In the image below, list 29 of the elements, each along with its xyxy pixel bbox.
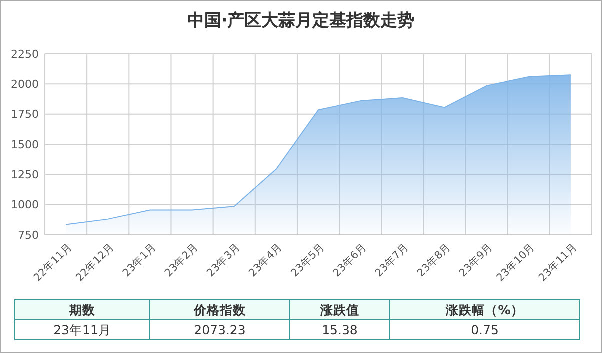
y-tick-label: 750 (18, 228, 39, 242)
x-tick-label: 23年1月 (120, 241, 159, 280)
chart-title: 中国·产区大蒜月定基指数走势 (187, 11, 415, 31)
y-tick-label: 1000 (11, 198, 39, 212)
x-tick-label: 23年11月 (536, 241, 580, 284)
x-tick-label: 23年8月 (415, 241, 454, 280)
text: 涨跌值 (320, 302, 360, 318)
text: 期数 (68, 302, 96, 318)
text: 2073.23 (194, 322, 246, 338)
y-tick-label: 1250 (11, 168, 39, 182)
y-tick-label: 2000 (11, 78, 39, 92)
y-tick-label: 1500 (11, 138, 39, 152)
x-tick-label: 23年3月 (204, 241, 244, 280)
y-tick-label: 1750 (11, 108, 39, 122)
x-tick-label: 23年5月 (289, 241, 328, 280)
y-tick-label: 2250 (11, 48, 39, 61)
x-tick-label: 23年10月 (494, 241, 538, 284)
x-tick-label: 23年4月 (246, 241, 286, 280)
x-tick-label: 23年6月 (331, 241, 370, 280)
x-tick-label: 23年2月 (162, 241, 201, 280)
text: 价格指数 (193, 302, 247, 318)
text: 15.38 (322, 322, 358, 338)
x-tick-label: 22年11月 (32, 241, 75, 284)
x-tick-label: 22年12月 (74, 241, 117, 284)
text: 23年11月 (54, 322, 112, 338)
x-tick-label: 23年7月 (373, 241, 412, 280)
text: 涨跌幅（%） (445, 302, 524, 318)
text: 0.75 (471, 322, 499, 338)
x-tick-label: 23年9月 (457, 241, 496, 280)
